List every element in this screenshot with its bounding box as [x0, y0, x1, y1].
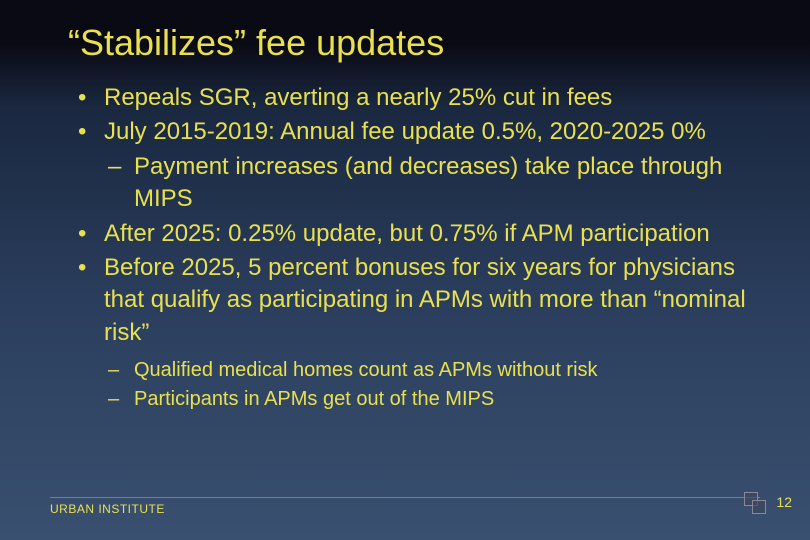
- bullet-text: Before 2025, 5 percent bonuses for six y…: [104, 252, 760, 349]
- bullet-item: • July 2015-2019: Annual fee update 0.5%…: [78, 116, 760, 148]
- sub-bullet-group: – Payment increases (and decreases) take…: [78, 151, 760, 216]
- footer: URBAN INSTITUTE: [50, 497, 760, 516]
- footer-text: URBAN INSTITUTE: [50, 502, 760, 516]
- bullet-item: • Before 2025, 5 percent bonuses for six…: [78, 252, 760, 349]
- bullet-marker: •: [78, 82, 104, 114]
- bullet-marker: –: [108, 386, 134, 413]
- slide-title: “Stabilizes” fee updates: [68, 22, 760, 64]
- sub2-bullet-item: – Qualified medical homes count as APMs …: [108, 357, 760, 384]
- page-number: 12: [776, 494, 792, 510]
- bullet-marker: –: [108, 357, 134, 384]
- sub-bullet-item: – Payment increases (and decreases) take…: [108, 151, 760, 216]
- bullet-marker: •: [78, 116, 104, 148]
- logo-icon: [744, 492, 766, 514]
- bullet-item: • Repeals SGR, averting a nearly 25% cut…: [78, 82, 760, 114]
- slide: “Stabilizes” fee updates • Repeals SGR, …: [0, 0, 810, 540]
- sub2-bullet-item: – Participants in APMs get out of the MI…: [108, 386, 760, 413]
- bullet-text: Payment increases (and decreases) take p…: [134, 151, 760, 216]
- bullet-marker: •: [78, 252, 104, 349]
- bullet-text: Repeals SGR, averting a nearly 25% cut i…: [104, 82, 760, 114]
- slide-content: • Repeals SGR, averting a nearly 25% cut…: [68, 82, 760, 413]
- sub2-bullet-group: – Qualified medical homes count as APMs …: [78, 357, 760, 413]
- bullet-item: • After 2025: 0.25% update, but 0.75% if…: [78, 218, 760, 250]
- bullet-text: July 2015-2019: Annual fee update 0.5%, …: [104, 116, 760, 148]
- bullet-marker: –: [108, 151, 134, 216]
- bullet-marker: •: [78, 218, 104, 250]
- bullet-text: Qualified medical homes count as APMs wi…: [134, 357, 760, 384]
- bullet-text: Participants in APMs get out of the MIPS: [134, 386, 760, 413]
- footer-divider: [50, 497, 760, 498]
- bullet-text: After 2025: 0.25% update, but 0.75% if A…: [104, 218, 760, 250]
